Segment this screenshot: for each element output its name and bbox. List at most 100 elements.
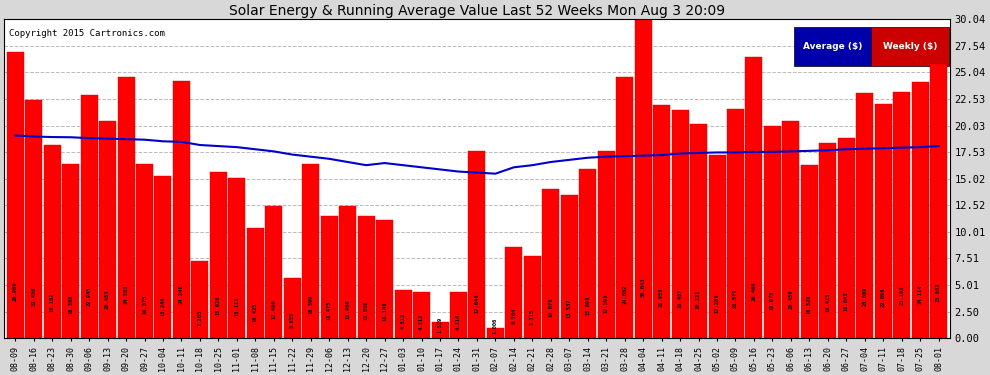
- Bar: [191, 261, 209, 338]
- Bar: [7, 52, 24, 338]
- Text: 25.852: 25.852: [937, 283, 941, 302]
- Bar: [80, 94, 98, 338]
- Bar: [450, 292, 467, 338]
- Text: 24.583: 24.583: [124, 284, 129, 304]
- Text: 15.626: 15.626: [216, 296, 221, 315]
- Bar: [524, 256, 541, 338]
- Text: 4.314: 4.314: [456, 313, 461, 330]
- Bar: [875, 104, 892, 338]
- Text: 11.475: 11.475: [327, 301, 332, 320]
- Bar: [560, 195, 578, 338]
- Text: 11.559: 11.559: [363, 301, 368, 320]
- Bar: [653, 105, 670, 338]
- Text: 7.715: 7.715: [530, 309, 535, 325]
- Text: 17.640: 17.640: [474, 293, 479, 312]
- Bar: [856, 93, 873, 338]
- Bar: [395, 290, 412, 338]
- Bar: [690, 123, 707, 338]
- Bar: [118, 77, 135, 338]
- Text: 23.089: 23.089: [862, 286, 867, 306]
- Text: 15.898: 15.898: [585, 295, 590, 315]
- Bar: [543, 189, 559, 338]
- Text: 15.111: 15.111: [235, 296, 240, 316]
- Text: 19.975: 19.975: [770, 290, 775, 310]
- Bar: [893, 92, 910, 338]
- Text: 20.221: 20.221: [696, 290, 701, 309]
- Bar: [413, 292, 430, 338]
- Text: 16.320: 16.320: [807, 295, 812, 314]
- Text: 7.265: 7.265: [197, 309, 202, 326]
- Bar: [598, 152, 615, 338]
- Bar: [44, 145, 60, 338]
- Bar: [321, 216, 338, 338]
- Bar: [782, 121, 799, 338]
- Text: 8.564: 8.564: [512, 308, 517, 324]
- Text: 21.950: 21.950: [659, 288, 664, 307]
- Text: 22.090: 22.090: [881, 287, 886, 307]
- Text: 24.602: 24.602: [622, 284, 628, 304]
- Bar: [265, 206, 282, 338]
- Text: Weekly ($): Weekly ($): [883, 42, 938, 51]
- Bar: [210, 172, 227, 338]
- Text: 10.425: 10.425: [252, 302, 257, 322]
- Bar: [616, 77, 634, 338]
- Text: 1.529: 1.529: [438, 317, 443, 333]
- Bar: [25, 100, 43, 338]
- Bar: [579, 170, 596, 338]
- Bar: [931, 64, 947, 338]
- Bar: [173, 81, 190, 338]
- FancyBboxPatch shape: [794, 27, 871, 66]
- Text: 16.375: 16.375: [142, 295, 148, 314]
- Bar: [284, 278, 301, 338]
- Bar: [912, 82, 929, 338]
- Text: 4.312: 4.312: [419, 313, 424, 330]
- Text: 4.512: 4.512: [401, 313, 406, 329]
- Text: 14.070: 14.070: [548, 298, 553, 317]
- Bar: [302, 164, 319, 338]
- Bar: [764, 126, 781, 338]
- Bar: [671, 110, 689, 338]
- Bar: [432, 322, 448, 338]
- Text: 26.960: 26.960: [13, 281, 18, 301]
- Bar: [727, 109, 744, 338]
- Text: 23.190: 23.190: [899, 286, 904, 306]
- Title: Solar Energy & Running Average Value Last 52 Weeks Mon Aug 3 20:09: Solar Energy & Running Average Value Las…: [229, 4, 725, 18]
- Text: 15.246: 15.246: [160, 296, 165, 316]
- Bar: [229, 178, 246, 338]
- Bar: [709, 155, 726, 338]
- Text: 22.456: 22.456: [32, 287, 37, 306]
- Text: 11.140: 11.140: [382, 302, 387, 321]
- Text: 24.114: 24.114: [918, 285, 923, 304]
- Text: 18.182: 18.182: [50, 292, 54, 312]
- Bar: [635, 19, 651, 338]
- Bar: [376, 220, 393, 338]
- Text: 5.655: 5.655: [290, 312, 295, 328]
- Text: 21.571: 21.571: [733, 288, 738, 308]
- Text: Copyright 2015 Cartronics.com: Copyright 2015 Cartronics.com: [9, 29, 164, 38]
- Text: 26.460: 26.460: [751, 282, 756, 301]
- Text: 20.483: 20.483: [105, 290, 110, 309]
- Bar: [505, 247, 523, 338]
- Text: 17.280: 17.280: [715, 294, 720, 313]
- Bar: [99, 121, 116, 338]
- Bar: [62, 164, 79, 338]
- Text: 22.945: 22.945: [86, 286, 92, 306]
- Bar: [357, 216, 374, 338]
- Text: 16.399: 16.399: [308, 295, 313, 314]
- Bar: [801, 165, 818, 338]
- Text: 13.537: 13.537: [567, 298, 572, 318]
- Bar: [838, 138, 854, 338]
- Bar: [340, 206, 356, 338]
- FancyBboxPatch shape: [871, 27, 948, 66]
- Bar: [154, 176, 171, 338]
- Text: 16.386: 16.386: [68, 295, 73, 314]
- Bar: [247, 228, 263, 338]
- Text: 20.450: 20.450: [788, 290, 793, 309]
- Text: 17.598: 17.598: [604, 293, 609, 313]
- Text: 1.006: 1.006: [493, 318, 498, 334]
- Text: 12.480: 12.480: [271, 300, 276, 319]
- Bar: [745, 57, 762, 338]
- Text: 18.843: 18.843: [843, 291, 848, 311]
- Text: 18.415: 18.415: [826, 292, 831, 312]
- Text: 12.486: 12.486: [346, 300, 350, 319]
